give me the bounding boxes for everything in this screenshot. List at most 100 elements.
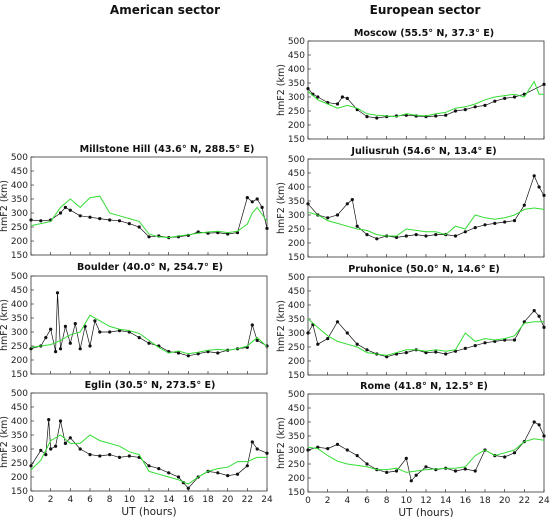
observed-point	[226, 232, 230, 236]
y-tick-label: 150	[288, 371, 305, 381]
observed-point	[137, 336, 141, 340]
observed-point	[245, 196, 249, 200]
x-tick-label: 6	[364, 496, 370, 506]
observed-point	[537, 185, 541, 189]
observed-point	[522, 203, 526, 207]
observed-point	[385, 355, 389, 359]
observed-point	[444, 113, 448, 117]
observed-point	[537, 423, 541, 427]
observed-point	[78, 347, 82, 351]
x-tick-label: 8	[384, 496, 390, 506]
x-tick-label: 16	[183, 495, 195, 505]
model-series-line	[30, 195, 268, 239]
observed-point	[365, 348, 369, 352]
observed-point	[176, 351, 181, 355]
plot-frame	[307, 393, 545, 493]
observed-point	[473, 226, 477, 230]
y-tick-label: 150	[288, 135, 305, 145]
observed-point	[44, 453, 48, 457]
observed-point	[453, 109, 458, 113]
panel-boulder: Boulder (40.0° N, 254.7° E) 150 200 250 300 3…	[0, 262, 269, 380]
y-tick-label: 500	[11, 389, 28, 399]
y-tick-label: 200	[288, 121, 305, 131]
observed-point	[444, 352, 448, 356]
plot-frame	[307, 40, 545, 140]
observed-point	[483, 341, 487, 345]
y-tick-label: 400	[11, 181, 28, 191]
x-tick-label: 22	[242, 495, 253, 505]
x-tick-label: 0	[28, 495, 34, 505]
observed-point	[493, 221, 497, 225]
y-tick-label: 500	[288, 37, 305, 47]
observed-point	[98, 454, 102, 458]
x-axis-label: UT (hours)	[121, 506, 176, 517]
observed-point	[108, 453, 112, 457]
y-tick-label: 250	[288, 343, 305, 353]
y-tick-label: 450	[288, 287, 305, 297]
observed-point	[537, 314, 541, 318]
x-tick-label: 2	[48, 495, 54, 505]
observed-point	[375, 237, 379, 241]
observed-point	[29, 464, 33, 468]
y-tick-label: 450	[288, 169, 305, 179]
y-axis-label: hmF2 (km)	[276, 182, 287, 234]
observed-point	[186, 486, 190, 490]
y-tick-label: 150	[11, 487, 28, 497]
observed-point	[88, 453, 92, 457]
y-tick-label: 350	[288, 79, 305, 89]
observed-point	[473, 469, 477, 473]
y-tick-label: 300	[11, 445, 28, 455]
observed-point	[414, 473, 418, 477]
observed-series-line	[30, 419, 268, 489]
observed-point	[424, 465, 428, 469]
observed-point	[250, 200, 254, 204]
x-tick-label: 14	[163, 495, 175, 505]
observed-point	[49, 447, 53, 451]
observed-point	[196, 352, 200, 356]
y-tick-label: 250	[288, 460, 305, 470]
observed-point	[54, 350, 58, 354]
observed-point	[335, 102, 340, 106]
observed-point	[542, 434, 546, 438]
y-tick-label: 400	[11, 417, 28, 427]
observed-point	[63, 441, 67, 445]
y-axis-label: hmF2 (km)	[0, 299, 10, 351]
observed-point	[463, 108, 467, 112]
observed-point	[434, 114, 438, 118]
observed-point	[88, 215, 92, 219]
observed-point	[375, 116, 379, 120]
model-series-line	[307, 207, 545, 237]
y-tick-label: 250	[288, 225, 305, 235]
observed-point	[326, 447, 330, 451]
y-tick-label: 500	[11, 153, 28, 163]
panel-moscow: Moscow (55.5° N, 37.3° E) 150 200 250 300 350…	[276, 28, 546, 145]
y-tick-label: 200	[288, 357, 305, 367]
y-tick-label: 400	[11, 300, 28, 310]
observed-point	[58, 347, 63, 351]
y-tick-label: 200	[288, 474, 305, 484]
panel-title: Juliusruh (54.6° N, 13.4° E)	[350, 146, 496, 157]
y-tick-label: 300	[288, 329, 305, 339]
observed-point	[88, 344, 92, 348]
observed-point	[512, 451, 517, 455]
panel-title: Pruhonice (50.0° N, 14.6° E)	[348, 264, 500, 275]
x-tick-label: 18	[202, 495, 214, 505]
observed-point	[394, 469, 399, 473]
observed-point	[503, 455, 507, 459]
observed-point	[473, 105, 477, 109]
observed-point	[167, 471, 171, 475]
observed-point	[350, 198, 354, 202]
observed-point	[532, 174, 536, 178]
x-tick-label: 24	[538, 496, 550, 506]
x-tick-label: 0	[305, 496, 311, 506]
y-axis-label: hmF2 (km)	[0, 416, 10, 468]
observed-point	[255, 447, 259, 451]
y-axis-label: hmF2 (km)	[276, 300, 287, 352]
observed-point	[483, 223, 487, 227]
y-tick-label: 500	[288, 390, 305, 400]
x-tick-label: 20	[499, 496, 511, 506]
y-tick-label: 400	[288, 301, 305, 311]
observed-point	[414, 233, 418, 237]
observed-point	[55, 291, 60, 295]
y-tick-label: 350	[288, 197, 305, 207]
